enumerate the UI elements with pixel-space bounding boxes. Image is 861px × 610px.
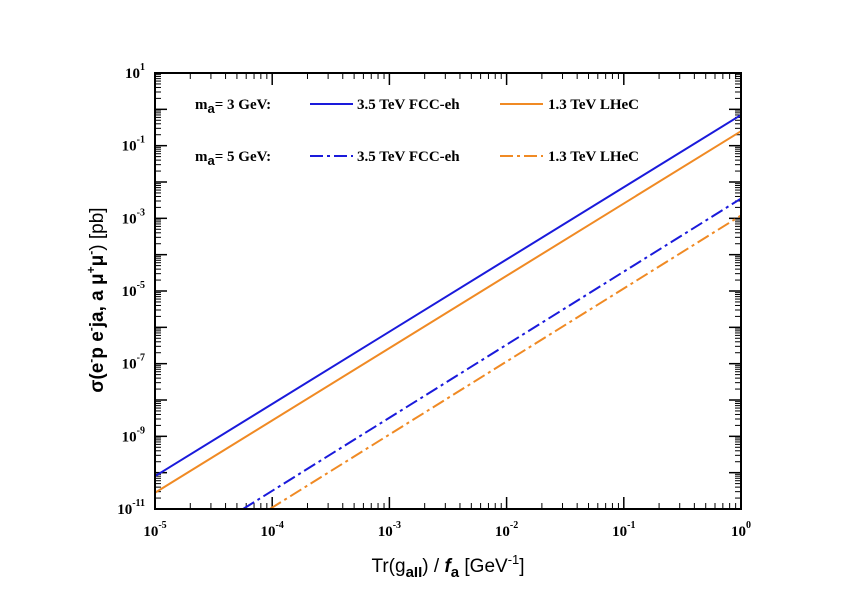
y-tick-label: 101 bbox=[125, 62, 145, 82]
legend-group-label-2: ma= 5 GeV: bbox=[195, 149, 271, 168]
y-tick-label: 10-11 bbox=[117, 498, 145, 518]
x-tick-label: 10-3 bbox=[378, 520, 401, 540]
y-tick-label: 10-7 bbox=[122, 353, 145, 373]
ticks-layer bbox=[154, 72, 742, 510]
x-tick-label: 10-1 bbox=[612, 520, 635, 540]
x-tick-label: 10-2 bbox=[495, 520, 518, 540]
y-axis-title: σ(e-p e-ja, a μ+μ-) [pb] bbox=[84, 207, 108, 392]
series-line-4 bbox=[269, 214, 742, 510]
legend-label-fcc-5gev: 3.5 TeV FCC-eh bbox=[357, 149, 460, 165]
x-axis-title: Tr(gaII) / fa [GeV-1] bbox=[371, 552, 524, 581]
legend: ma= 3 GeV: 3.5 TeV FCC-eh 1.3 TeV LHeC m… bbox=[195, 97, 639, 168]
legend-label-lhec-3gev: 1.3 TeV LHeC bbox=[548, 97, 639, 113]
series-line-1 bbox=[154, 114, 742, 478]
series-line-2 bbox=[154, 130, 742, 494]
x-tick-label: 10-5 bbox=[143, 520, 166, 540]
series-line-3 bbox=[242, 197, 742, 510]
legend-label-lhec-5gev: 1.3 TeV LHeC bbox=[548, 149, 639, 165]
y-tick-label: 10-1 bbox=[122, 135, 145, 155]
y-tick-label: 10-9 bbox=[122, 425, 145, 445]
tick-labels: 10-5 10-4 10-3 10-2 10-1 100 10-11 10-9 10-7 10-5… bbox=[117, 62, 751, 540]
series-layer bbox=[154, 114, 742, 510]
y-tick-label: 10-3 bbox=[122, 207, 145, 227]
y-tick-label: 10-5 bbox=[122, 280, 145, 300]
plot-frame bbox=[154, 72, 742, 510]
x-tick-label: 10-4 bbox=[261, 520, 284, 540]
legend-group-label-1: ma= 3 GeV: bbox=[195, 97, 271, 116]
x-tick-label: 100 bbox=[731, 520, 751, 540]
legend-label-fcc-3gev: 3.5 TeV FCC-eh bbox=[357, 97, 460, 113]
